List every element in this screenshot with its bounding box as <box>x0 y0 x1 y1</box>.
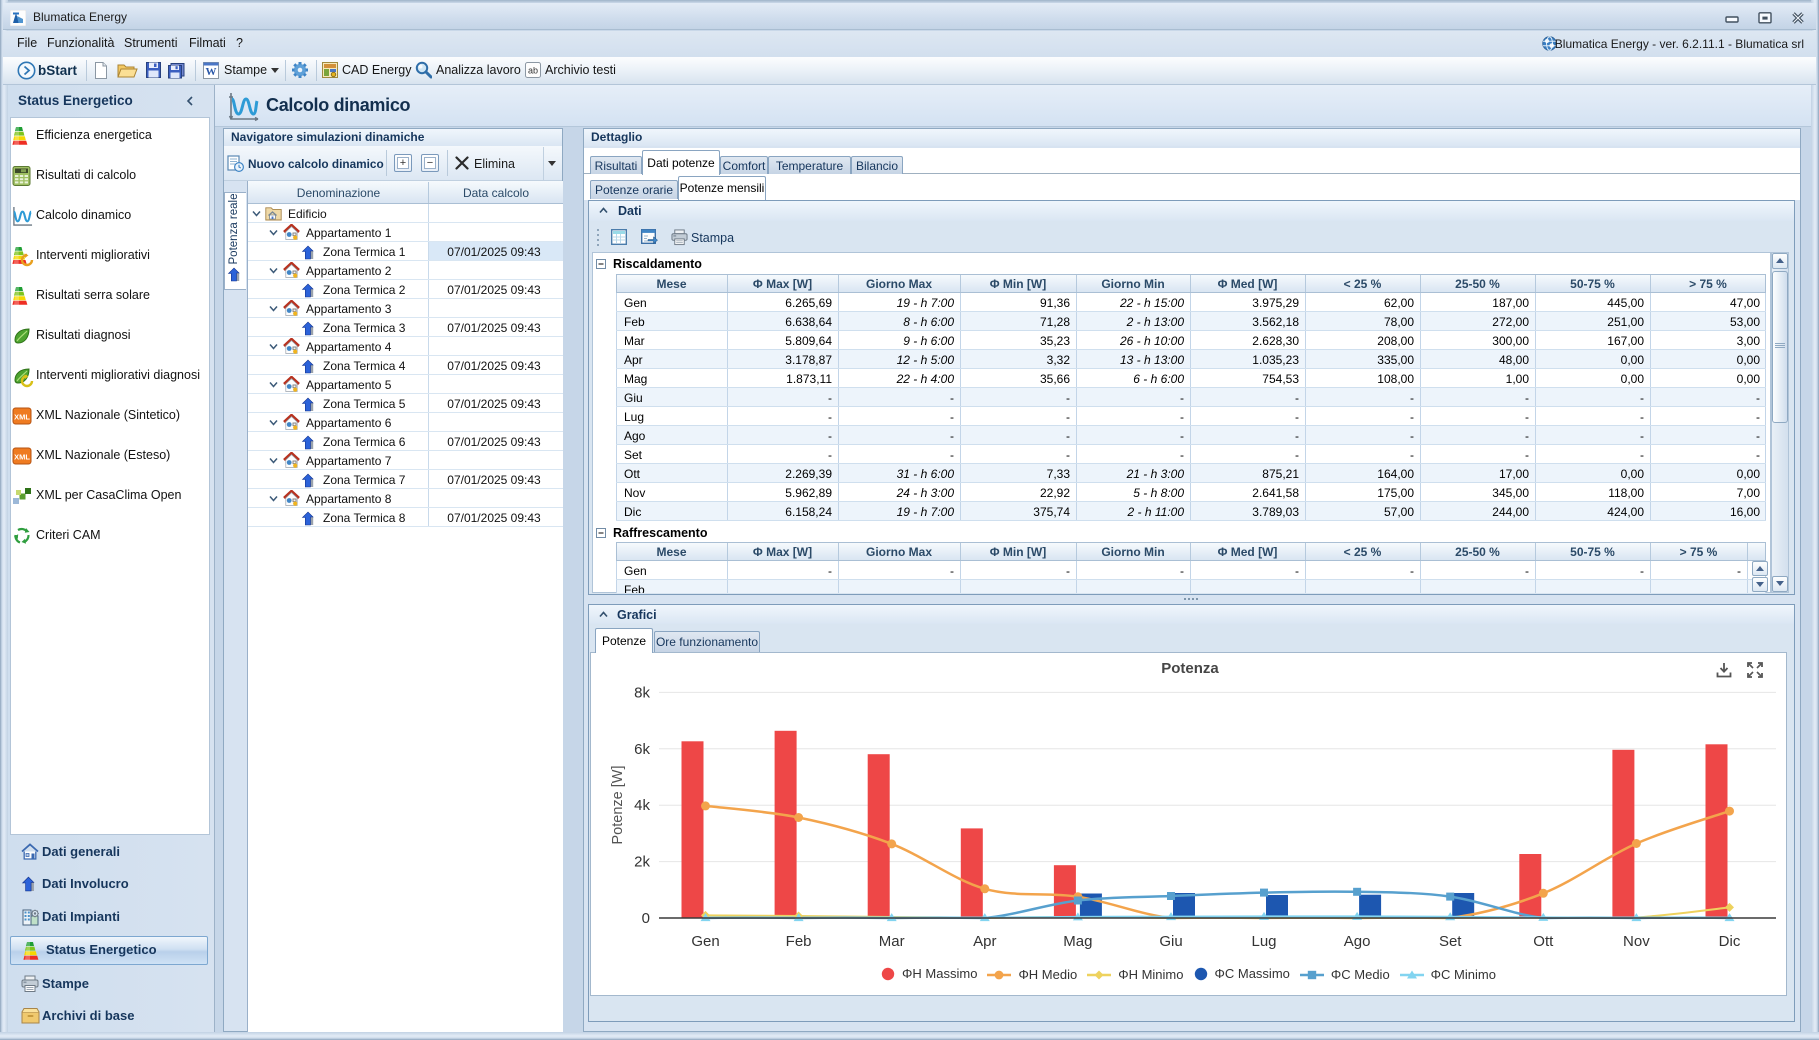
svg-text:Lug: Lug <box>1251 933 1276 950</box>
svg-text:Nov: Nov <box>1623 933 1650 950</box>
svg-text:XML: XML <box>14 413 30 422</box>
svg-text:Mar: Mar <box>879 933 905 950</box>
svg-text:0: 0 <box>642 910 650 927</box>
svg-text:Potenze [W]: Potenze [W] <box>610 766 626 845</box>
svg-text:Dic: Dic <box>1719 933 1741 950</box>
svg-text:ab: ab <box>528 66 538 76</box>
svg-text:8k: 8k <box>634 684 650 701</box>
svg-text:Ago: Ago <box>1344 933 1371 950</box>
svg-text:Apr: Apr <box>973 933 996 950</box>
svg-text:6k: 6k <box>634 741 650 758</box>
svg-text:4k: 4k <box>634 797 650 814</box>
svg-text:Feb: Feb <box>786 933 812 950</box>
svg-text:Set: Set <box>1439 933 1462 950</box>
svg-text:Gen: Gen <box>691 933 719 950</box>
svg-text:Mag: Mag <box>1063 933 1092 950</box>
svg-text:W: W <box>206 66 217 78</box>
svg-text:2k: 2k <box>634 854 650 871</box>
svg-text:XML: XML <box>14 453 30 462</box>
svg-text:Ott: Ott <box>1533 933 1554 950</box>
svg-text:Giu: Giu <box>1159 933 1182 950</box>
